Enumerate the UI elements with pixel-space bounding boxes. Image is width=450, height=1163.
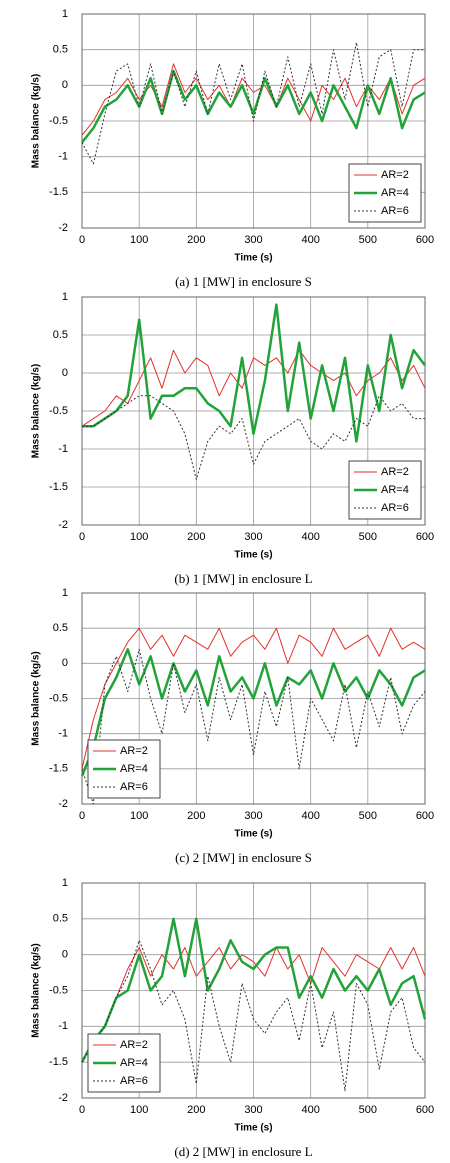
x-tick-label: 200 (187, 1104, 205, 1116)
x-tick-label: 100 (130, 1104, 148, 1116)
x-tick-label: 500 (359, 234, 377, 246)
x-tick-label: 0 (79, 234, 85, 246)
plot-frame (81, 296, 426, 526)
x-tick-label: 300 (244, 1104, 262, 1116)
caption: (b) 1 [MW] in enclosure L (174, 571, 312, 586)
plot-frame (81, 13, 426, 229)
y-tick-label: 1 (62, 877, 68, 889)
legend-box (348, 163, 422, 223)
caption: (c) 2 [MW] in enclosure S (175, 850, 312, 865)
y-tick-label: -1.5 (49, 763, 68, 775)
legend-label: AR=4 (120, 1057, 148, 1069)
series-line (81, 939, 426, 1092)
legend-box (348, 460, 422, 520)
caption: (a) 1 [MW] in enclosure S (175, 274, 312, 289)
y-tick-label: 1 (62, 291, 68, 303)
caption: (d) 2 [MW] in enclosure L (174, 1144, 312, 1159)
legend-label: AR=2 (120, 745, 148, 757)
x-tick-label: 0 (79, 531, 85, 543)
x-tick-label: 300 (244, 234, 262, 246)
y-tick-label: -2 (58, 1092, 68, 1104)
series-line (80, 648, 426, 777)
y-tick-label: -1 (58, 151, 68, 163)
y-tick-label: 1 (62, 8, 68, 20)
legend-label: AR=2 (381, 169, 409, 181)
x-tick-label: 500 (359, 810, 377, 822)
x-tick-label: 400 (301, 234, 319, 246)
y-tick-label: -0.5 (49, 984, 68, 996)
series-line (81, 349, 426, 427)
x-tick-label: 300 (244, 531, 262, 543)
x-tick-label: 200 (187, 531, 205, 543)
y-axis-label: Mass balance (kg/s) (31, 74, 42, 168)
y-tick-label: -0.5 (49, 692, 68, 704)
series-line (81, 947, 426, 1063)
y-tick-label: -1.5 (49, 1056, 68, 1068)
series-line (81, 42, 425, 165)
y-tick-label: 0.5 (53, 44, 68, 56)
y-tick-label: -2 (58, 798, 68, 810)
x-tick-label: 400 (301, 810, 319, 822)
legend-label: AR=4 (381, 187, 409, 199)
x-tick-label: 200 (187, 234, 205, 246)
y-tick-label: -1 (58, 443, 68, 455)
y-tick-label: 0 (62, 949, 68, 961)
legend-label: AR=2 (381, 466, 409, 478)
x-tick-label: 500 (359, 1104, 377, 1116)
y-tick-label: -1.5 (49, 481, 68, 493)
y-tick-label: 0.5 (53, 913, 68, 925)
series-line (82, 395, 425, 480)
series-line (81, 627, 426, 769)
series-line (82, 303, 426, 443)
y-tick-label: -0.5 (49, 115, 68, 127)
legend-label: AR=6 (381, 502, 409, 514)
legend-label: AR=2 (120, 1039, 148, 1051)
y-tick-label: -1 (58, 728, 68, 740)
x-axis-label: Time (s) (234, 253, 272, 264)
legend-label: AR=6 (120, 1075, 148, 1087)
x-tick-label: 0 (79, 1104, 85, 1116)
x-axis-label: Time (s) (234, 829, 272, 840)
y-tick-label: -2 (58, 519, 68, 531)
y-tick-label: 0 (62, 657, 68, 669)
x-tick-label: 300 (244, 810, 262, 822)
plot-frame (81, 882, 426, 1099)
x-axis-label: Time (s) (234, 550, 272, 561)
legend-label: AR=6 (120, 781, 148, 793)
y-tick-label: -1.5 (49, 186, 68, 198)
y-tick-label: 0 (62, 367, 68, 379)
y-tick-label: -0.5 (49, 405, 68, 417)
y-axis-label: Mass balance (kg/s) (31, 943, 42, 1037)
x-tick-label: 100 (130, 810, 148, 822)
legend-label: AR=4 (120, 763, 148, 775)
x-axis-label: Time (s) (234, 1123, 272, 1134)
y-axis-label: Mass balance (kg/s) (31, 651, 42, 745)
series-line (81, 648, 426, 805)
x-tick-label: 600 (416, 1104, 434, 1116)
x-tick-label: 600 (416, 234, 434, 246)
x-tick-label: 100 (130, 531, 148, 543)
x-tick-label: 200 (187, 810, 205, 822)
x-tick-label: 100 (130, 234, 148, 246)
x-tick-label: 600 (416, 810, 434, 822)
series-line (80, 917, 427, 1063)
y-tick-label: -2 (58, 222, 68, 234)
y-tick-label: -1 (58, 1020, 68, 1032)
y-tick-label: 0.5 (53, 329, 68, 341)
x-tick-label: 500 (359, 531, 377, 543)
y-tick-label: 0.5 (53, 622, 68, 634)
plot-frame (81, 592, 426, 805)
x-tick-label: 400 (301, 1104, 319, 1116)
x-tick-label: 0 (79, 810, 85, 822)
legend-label: AR=4 (381, 484, 409, 496)
y-tick-label: 1 (62, 587, 68, 599)
x-tick-label: 600 (416, 531, 434, 543)
x-tick-label: 400 (301, 531, 319, 543)
legend-label: AR=6 (381, 205, 409, 217)
y-axis-label: Mass balance (kg/s) (31, 364, 42, 458)
y-tick-label: 0 (62, 79, 68, 91)
